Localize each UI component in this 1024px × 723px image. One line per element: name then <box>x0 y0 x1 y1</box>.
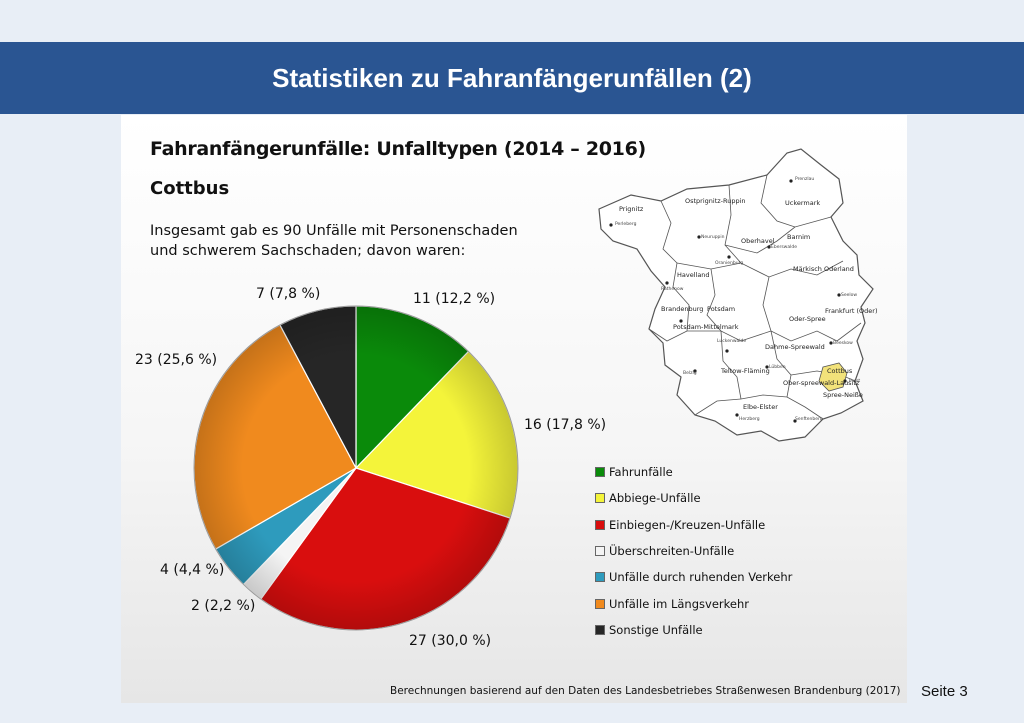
legend-item-6: Unfälle im Längsverkehr <box>595 590 792 616</box>
slice-label-3: 27 (30,0 %) <box>409 633 492 649</box>
map-region-label: Brandenburg <box>661 305 704 313</box>
map-region-label: Oberhavel <box>741 237 775 245</box>
map-town-label: Eberswalde <box>771 245 797 250</box>
legend-label: Abbiege-Unfälle <box>609 491 701 506</box>
legend-swatch <box>595 519 605 530</box>
map-town-label: Rathenow <box>661 287 684 292</box>
map-town-label: Herzberg <box>739 417 760 422</box>
map-town-label: Belzig <box>683 371 697 376</box>
map-region-label: Märkisch Oderland <box>793 265 854 273</box>
pie-chart <box>193 305 519 631</box>
map-region-label: Potsdam-Mittelmark <box>673 323 739 331</box>
slice-label-5: 4 (4,4 %) <box>160 562 225 578</box>
map-town-label: Oranienburg <box>715 261 744 266</box>
map-region-label: Oder-Spree <box>789 315 826 323</box>
legend-item-3: Einbiegen-/Kreuzen-Unfälle <box>595 512 792 538</box>
legend-item-1: Fahrunfälle <box>595 459 792 485</box>
map-town-label: Luckenwalde <box>717 339 747 344</box>
map-region-label: Barnim <box>787 233 811 241</box>
slice-label-2: 16 (17,8 %) <box>524 417 607 433</box>
legend-item-2: Abbiege-Unfälle <box>595 485 792 511</box>
legend-item-4: Überschreiten-Unfälle <box>595 538 792 564</box>
map-region-label: Elbe-Elster <box>743 403 778 411</box>
legend-label: Unfälle im Längsverkehr <box>609 596 749 611</box>
slice-label-4: 2 (2,2 %) <box>191 598 256 614</box>
map-region-label: Dahme-Spreewald <box>765 343 825 351</box>
legend-label: Fahrunfälle <box>609 465 673 480</box>
map-town-label: Forst <box>849 379 861 384</box>
legend-swatch <box>595 546 605 557</box>
legend-item-7: Sonstige Unfälle <box>595 617 792 643</box>
map-region-label: Spree-Neiße <box>823 391 863 399</box>
map-town-label: Senftenberg <box>795 417 823 422</box>
district-borders <box>648 174 862 420</box>
map-region-label: Ostprignitz-Ruppin <box>685 197 746 205</box>
legend-label: Sonstige Unfälle <box>609 622 703 637</box>
legend-swatch <box>595 493 605 504</box>
slice-label-1: 11 (12,2 %) <box>413 291 496 307</box>
source-note: Berechnungen basierend auf den Daten des… <box>390 685 901 697</box>
page-number: Seite 3 <box>921 683 968 700</box>
map-town-label: Beeskow <box>833 341 853 346</box>
chart-legend: Fahrunfälle Abbiege-Unfälle Einbiegen-/Kre… <box>595 459 792 643</box>
map-region-label: Havelland <box>677 271 710 279</box>
map-town-label: Seelow <box>841 293 858 298</box>
map-region-label: Potsdam <box>707 305 736 313</box>
chart-subheading: Cottbus <box>150 178 230 199</box>
brandenburg-map: Prignitz Ostprignitz-Ruppin Uckermark Oberh… <box>591 145 891 450</box>
intro-line-2: und schwerem Sachschaden; davon waren: <box>150 243 466 259</box>
intro-line-1: Insgesamt gab es 90 Unfälle mit Personen… <box>150 223 518 239</box>
legend-swatch <box>595 598 605 609</box>
legend-swatch <box>595 467 605 478</box>
map-town-label: Perleberg <box>615 222 637 227</box>
slide-title: Statistiken zu Fahranfängerunfällen (2) <box>272 62 752 93</box>
chart-panel: Fahranfängerunfälle: Unfalltypen (2014 –… <box>121 115 907 703</box>
map-region-label: Ober-spreewald-Lausitz <box>783 379 860 387</box>
slice-label-7: 7 (7,8 %) <box>256 286 321 302</box>
map-town-label: Prenzlau <box>795 177 815 182</box>
map-region-label: Cottbus <box>827 367 853 375</box>
legend-swatch <box>595 624 605 635</box>
map-region-label: Teltow-Fläming <box>721 367 770 375</box>
map-region-label: Frankfurt (Oder) <box>825 307 878 315</box>
slice-label-6: 23 (25,6 %) <box>135 352 218 368</box>
town-markers <box>609 179 847 423</box>
map-town-label: Lübben <box>769 365 786 370</box>
map-town-label: Neuruppin <box>701 235 725 240</box>
chart-heading: Fahranfängerunfälle: Unfalltypen (2014 –… <box>150 138 646 160</box>
map-region-label: Prignitz <box>619 205 644 213</box>
cottbus-highlight <box>818 362 848 392</box>
intro-text: Insgesamt gab es 90 Unfälle mit Personen… <box>150 221 530 261</box>
legend-label: Überschreiten-Unfälle <box>609 544 735 559</box>
legend-label: Einbiegen-/Kreuzen-Unfälle <box>609 517 766 532</box>
slide-title-bar: Statistiken zu Fahranfängerunfällen (2) <box>0 42 1024 114</box>
state-boundary <box>598 148 874 442</box>
legend-swatch <box>595 572 605 583</box>
map-outline <box>598 148 874 442</box>
map-region-label: Uckermark <box>785 199 821 207</box>
legend-item-5: Unfälle durch ruhenden Verkehr <box>595 564 792 590</box>
pie-outline <box>193 305 519 631</box>
legend-label: Unfälle durch ruhenden Verkehr <box>609 570 793 585</box>
